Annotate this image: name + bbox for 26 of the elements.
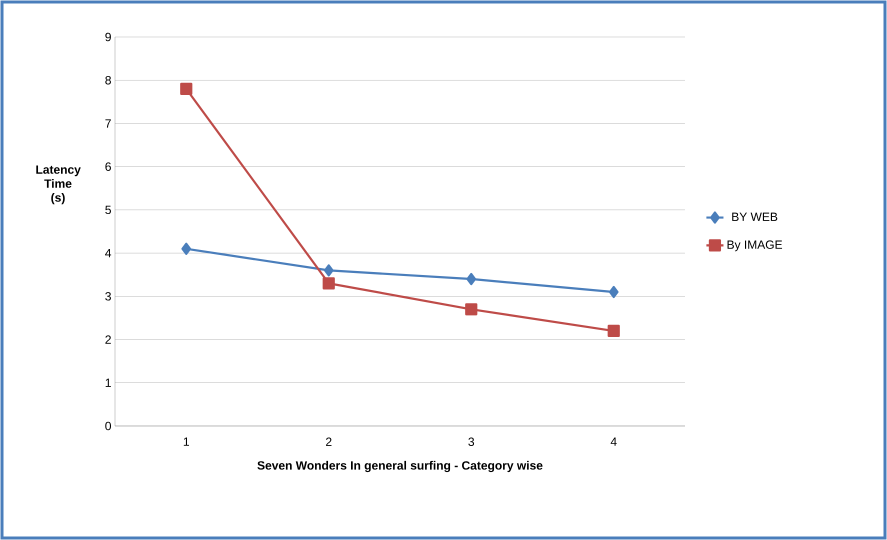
x-tick-label: 2 <box>326 438 332 446</box>
x-tick-label: 4 <box>610 438 617 446</box>
point <box>465 303 478 316</box>
point <box>322 277 335 290</box>
y-tick-label: 8 <box>105 76 111 84</box>
y-tick-label: 1 <box>106 378 111 387</box>
legend-label: BY WEB <box>732 212 778 221</box>
y-axis-title: Latency Time (s) <box>36 165 81 204</box>
point <box>608 324 620 337</box>
point <box>608 286 619 298</box>
point <box>324 264 334 276</box>
legend-label: By IMAGE <box>728 240 782 252</box>
point <box>466 272 476 286</box>
y-tick-label: 6 <box>105 162 111 171</box>
y-tick-label: 5 <box>105 206 111 214</box>
y-tick-label: 3 <box>105 292 111 301</box>
point <box>180 82 192 95</box>
y-tick-label: 0 <box>105 422 112 430</box>
y-tick-label: 2 <box>105 335 111 344</box>
y-tick-label: 9 <box>105 32 111 42</box>
y-tick-label: 4 <box>105 248 112 258</box>
x-tick-label: 1 <box>184 438 190 446</box>
x-axis-title: Seven Wonders In general surfing - Category wise <box>257 460 542 472</box>
point <box>181 242 192 255</box>
y-tick-label: 7 <box>105 119 111 128</box>
x-tick-label: 3 <box>468 438 474 446</box>
